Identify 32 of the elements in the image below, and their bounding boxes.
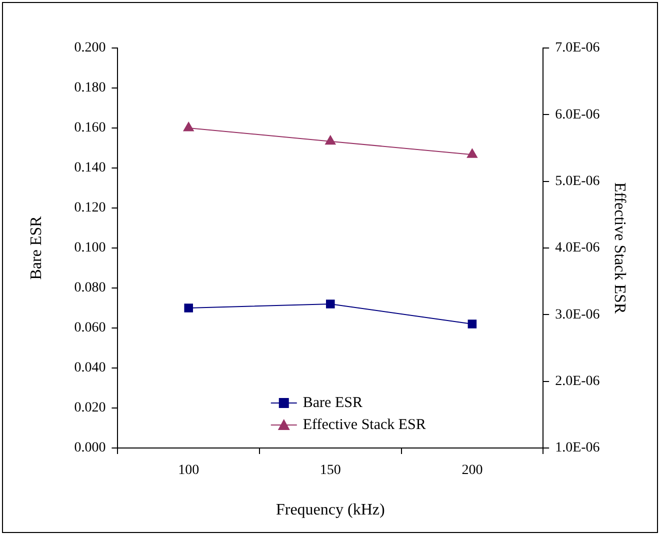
y-tick-label: 0.100 xyxy=(74,240,106,256)
y2-tick-label: 3.0E-06 xyxy=(555,307,600,322)
y2-tick-label: 4.0E-06 xyxy=(555,240,600,256)
legend-label: Bare ESR xyxy=(302,394,362,411)
y2-axis-title: Effective Stack ESR xyxy=(611,182,628,314)
y2-tick-label: 6.0E-06 xyxy=(555,107,600,122)
point xyxy=(184,304,193,312)
y-tick-label: 0.040 xyxy=(74,360,106,376)
y-tick-label: 0.060 xyxy=(74,320,106,336)
y2-tick-label: 7.0E-06 xyxy=(555,40,600,56)
y-tick-label: 0.200 xyxy=(74,40,106,56)
y2-tick-label: 2.0E-06 xyxy=(555,374,600,390)
y-tick-label: 0.000 xyxy=(74,440,106,456)
y-tick-label: 0.140 xyxy=(74,160,106,176)
x-tick-label: 200 xyxy=(462,463,483,478)
y2-tick-label: 5.0E-06 xyxy=(555,174,600,190)
point xyxy=(466,148,478,158)
y-tick-label: 0.160 xyxy=(74,120,106,136)
y-tick-label: 0.020 xyxy=(74,400,106,416)
x-axis-title: Frequency (kHz) xyxy=(276,502,385,519)
x-tick-label: 150 xyxy=(320,463,341,478)
point xyxy=(183,122,194,132)
point xyxy=(468,320,477,328)
y-tick-label: 0.180 xyxy=(74,80,106,96)
y-tick-label: 0.080 xyxy=(74,280,106,296)
point xyxy=(326,300,335,308)
point xyxy=(325,135,336,145)
y-axis-title: Bare ESR xyxy=(28,216,45,280)
x-tick-label: 100 xyxy=(178,463,200,478)
legend-label: Effective Stack ESR xyxy=(302,416,426,433)
y2-tick-label: 1.0E-06 xyxy=(555,440,600,456)
y-tick-label: 0.120 xyxy=(74,200,106,216)
